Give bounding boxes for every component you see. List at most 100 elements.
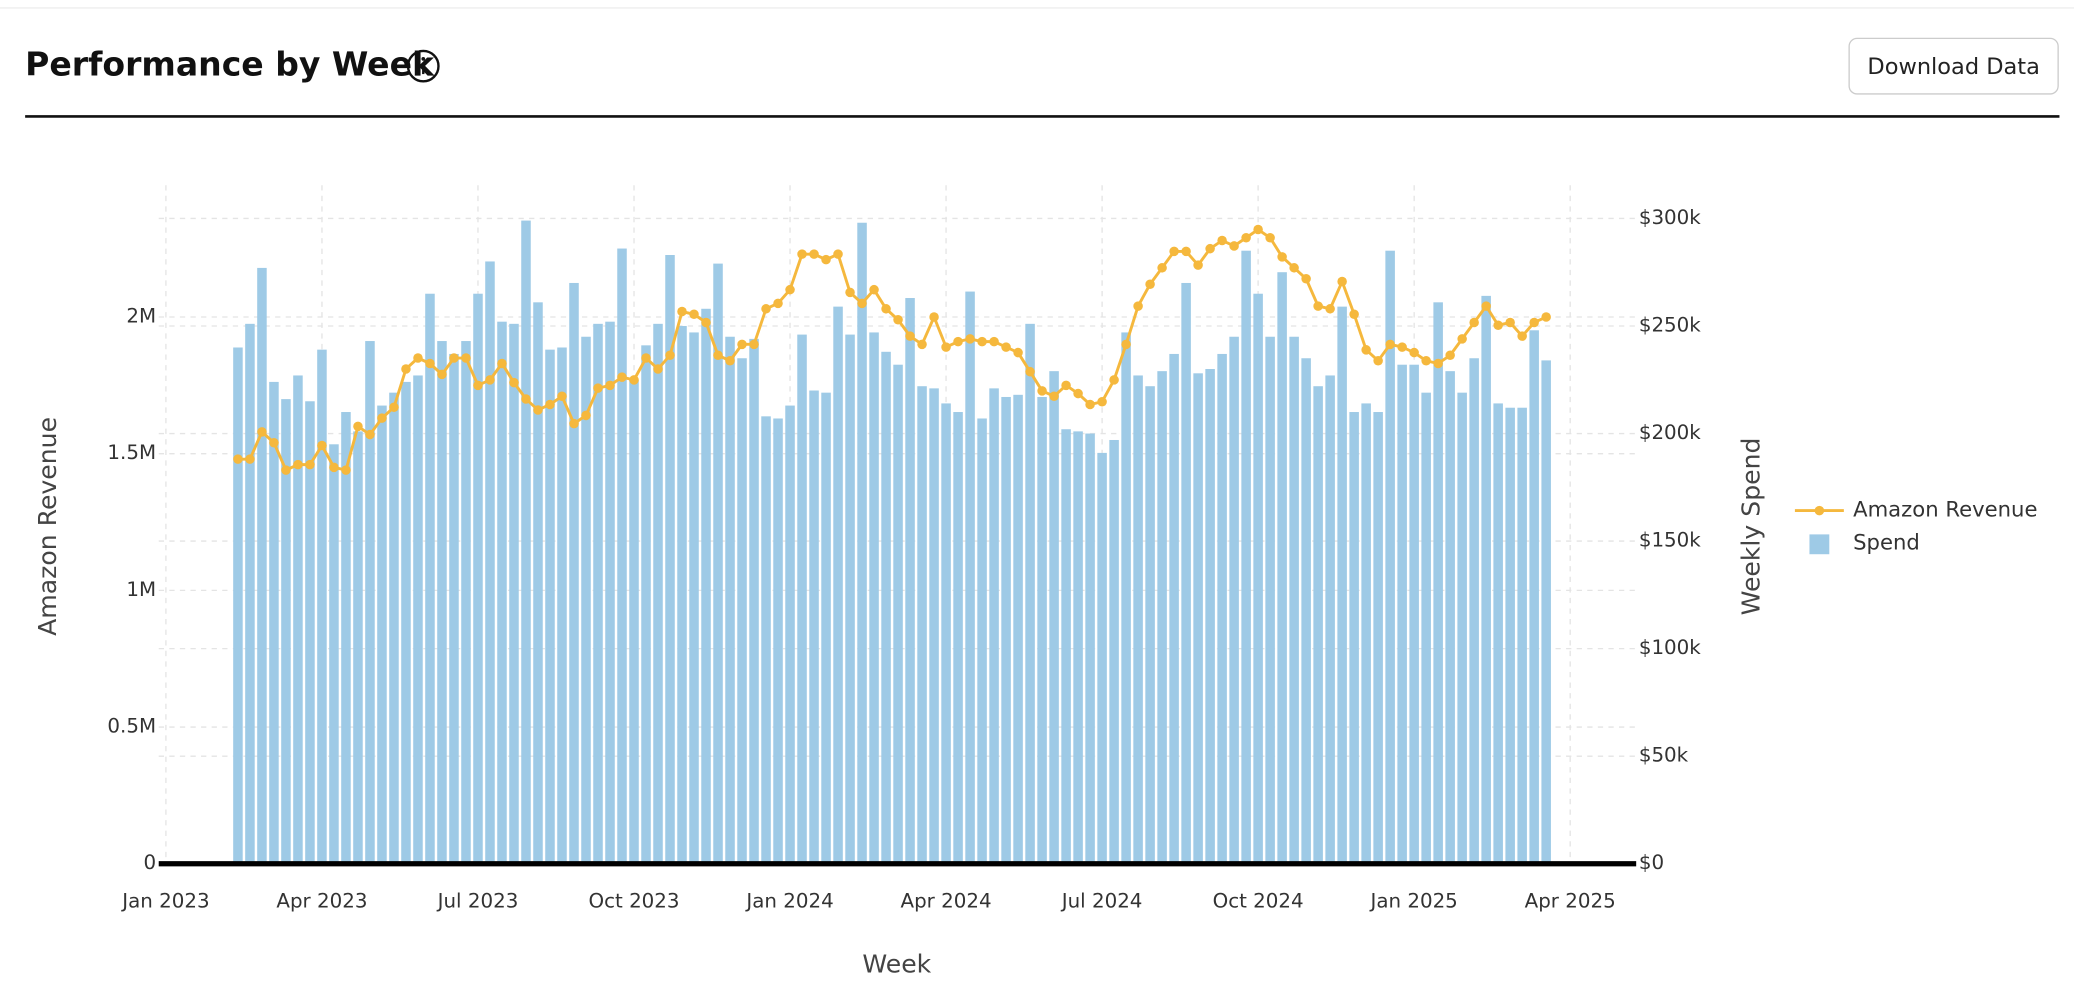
line-marker	[1337, 276, 1347, 287]
bar	[797, 334, 807, 864]
line-marker	[617, 372, 627, 382]
bar	[677, 325, 687, 864]
line-marker	[1493, 320, 1503, 330]
bar	[1541, 360, 1551, 864]
bar	[509, 323, 519, 864]
bar	[1421, 392, 1431, 864]
bar	[881, 351, 891, 864]
line-marker	[1265, 232, 1275, 243]
bar	[785, 405, 795, 864]
bar	[1277, 272, 1287, 864]
y-tick-label: 1M	[126, 578, 156, 601]
line-marker	[557, 391, 567, 402]
bar	[1325, 375, 1335, 864]
line-marker	[437, 369, 447, 380]
info-icon[interactable]	[406, 49, 440, 83]
bar	[461, 341, 471, 864]
line-marker	[1229, 241, 1239, 251]
bar	[689, 332, 699, 864]
line-marker	[341, 465, 351, 475]
y-tick-label: 0.5M	[107, 715, 156, 738]
line-marker	[869, 284, 879, 295]
line-marker	[1049, 391, 1059, 402]
bar	[821, 392, 831, 864]
line-marker	[809, 249, 819, 259]
line-marker	[701, 317, 711, 328]
bar	[1181, 282, 1191, 864]
bar	[1517, 407, 1527, 864]
button-label[interactable]: Download Data	[1867, 54, 2039, 80]
line-marker	[1169, 246, 1179, 257]
legend-swatch	[1809, 534, 1830, 555]
bar	[437, 341, 447, 864]
line-marker	[953, 336, 963, 347]
bar	[1133, 375, 1143, 864]
y-axis-title: Amazon Revenue	[33, 417, 62, 636]
line-marker	[845, 287, 855, 298]
line-marker	[929, 312, 939, 322]
x-tick-label: Apr 2024	[901, 890, 992, 913]
bar	[317, 349, 327, 864]
bar	[1073, 431, 1083, 864]
line-marker	[1205, 243, 1215, 254]
bar	[1301, 358, 1311, 864]
line-marker	[1109, 375, 1119, 385]
y2-tick-label: $50k	[1639, 744, 1689, 767]
line-marker	[1001, 342, 1011, 352]
line-marker	[737, 339, 747, 350]
line-marker	[677, 306, 687, 317]
line-marker	[233, 454, 243, 464]
bar	[281, 399, 291, 864]
bar	[773, 418, 783, 864]
line-marker	[1073, 388, 1083, 399]
line-marker	[785, 284, 795, 295]
line-marker	[245, 454, 255, 464]
bar	[1469, 358, 1479, 864]
line-marker	[485, 375, 495, 385]
bar	[809, 390, 819, 864]
bar	[233, 347, 243, 864]
line-marker	[665, 350, 675, 361]
line-marker	[329, 462, 339, 473]
line-marker	[917, 339, 927, 350]
y-tick-label: 0	[143, 851, 156, 874]
bar	[1529, 330, 1539, 864]
x-tick-label: Jul 2024	[1060, 890, 1143, 913]
line-marker	[1313, 301, 1323, 311]
bar	[1481, 295, 1491, 864]
bar	[389, 392, 399, 864]
bar	[473, 293, 483, 864]
bar	[941, 403, 951, 864]
bar	[1205, 369, 1215, 864]
line-marker	[1349, 309, 1359, 320]
page-title: Performance by Week	[25, 45, 435, 84]
line-marker	[893, 314, 903, 325]
line-marker	[569, 418, 579, 429]
bar	[1361, 403, 1371, 864]
bar	[833, 306, 843, 864]
bar	[257, 267, 267, 864]
bar	[737, 358, 747, 864]
line-marker	[449, 353, 459, 363]
bar	[917, 386, 927, 864]
bar	[1169, 353, 1179, 864]
line-marker	[1133, 301, 1143, 311]
bar	[557, 347, 567, 864]
bar	[929, 388, 939, 864]
line-marker	[1373, 355, 1383, 366]
bar	[977, 418, 987, 864]
bar	[413, 375, 423, 864]
bar	[1337, 306, 1347, 864]
line-marker	[1397, 342, 1407, 352]
line-marker	[797, 249, 807, 259]
download-button[interactable]: Download Data	[1848, 37, 2059, 95]
line-marker	[1217, 235, 1227, 246]
bar	[989, 388, 999, 864]
line-marker	[425, 358, 435, 369]
bar	[1037, 396, 1047, 864]
bar	[293, 375, 303, 864]
x-tick-label: Apr 2023	[276, 890, 367, 913]
line-marker	[521, 394, 531, 404]
line-marker	[461, 353, 471, 363]
